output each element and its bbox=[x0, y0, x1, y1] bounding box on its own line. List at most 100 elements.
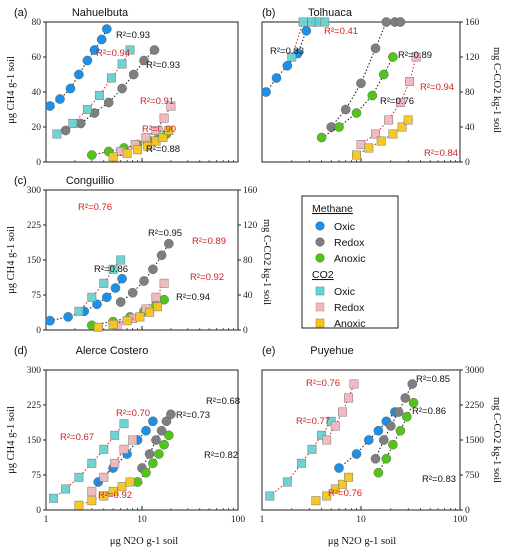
co2-oxic-point bbox=[68, 119, 78, 128]
methane-redox-point bbox=[378, 435, 389, 445]
methane-anoxic-point bbox=[351, 108, 362, 118]
methane-redox-point bbox=[385, 421, 396, 431]
co2-anoxic-point bbox=[364, 143, 374, 153]
y-right-tick-label: 3000 bbox=[465, 366, 484, 376]
panel-e: (e) Puyehue 0 750 1500 2250 3000 1 10 100 R²=0.7… bbox=[260, 345, 485, 525]
y-left-label-mid: μg CH4 g-1 soil bbox=[6, 226, 17, 294]
co2-redox-point bbox=[330, 421, 340, 431]
panel-d: (d) Alerce Costero 0 75 150 225 300 1 10 100 R²=… bbox=[14, 345, 245, 525]
methane-redox-point bbox=[127, 287, 138, 298]
methane-oxic-point bbox=[261, 87, 271, 97]
y-left-label-top: μg CH4 g-1 soil bbox=[6, 56, 17, 124]
r2-label: R²=0.84 bbox=[424, 148, 458, 159]
y-right-tick-label: 160 bbox=[465, 18, 480, 28]
r2-label: R²=0.85 bbox=[416, 374, 450, 385]
y-left-tick-label: 225 bbox=[27, 401, 42, 411]
methane-redox-point bbox=[128, 69, 139, 80]
co2-redox-point bbox=[384, 115, 394, 125]
co2-redox-point bbox=[99, 472, 109, 482]
co2-redox-point bbox=[344, 393, 354, 403]
co2-anoxic-point bbox=[403, 115, 413, 125]
legend-methane-redox-label: Redox bbox=[334, 237, 365, 249]
r2-label: R²=0.92 bbox=[190, 272, 224, 283]
methane-redox-point bbox=[370, 453, 381, 464]
y-left-tick-label: 225 bbox=[27, 221, 42, 231]
legend-methane-redox-marker bbox=[315, 237, 325, 247]
y-right-tick-label: 750 bbox=[465, 471, 480, 481]
co2-anoxic-point bbox=[158, 133, 168, 142]
methane-oxic-point bbox=[92, 299, 102, 310]
methane-redox-point bbox=[75, 118, 86, 129]
y-right-tick-label: 0 bbox=[465, 506, 470, 516]
x-axis-label-right: μg N2O g-1 soil bbox=[328, 536, 396, 547]
methane-redox-point bbox=[148, 264, 158, 275]
co2-anoxic-point bbox=[164, 126, 174, 135]
legend-methane-oxic-label: Oxic bbox=[334, 221, 355, 233]
co2-anoxic-point bbox=[145, 307, 155, 317]
co2-redox-point bbox=[159, 113, 169, 123]
methane-redox-point bbox=[144, 449, 155, 459]
co2-redox-point bbox=[356, 140, 366, 149]
methane-redox-point bbox=[139, 276, 149, 286]
co2-redox-point bbox=[128, 435, 138, 445]
methane-redox-point bbox=[166, 409, 176, 420]
co2-oxic-point bbox=[116, 255, 126, 265]
co2-redox-point bbox=[110, 458, 120, 468]
methane-oxic-point bbox=[55, 94, 65, 104]
co2-anoxic-point bbox=[322, 491, 332, 501]
r2-label: R²=0.83 bbox=[422, 474, 456, 485]
co2-oxic-point bbox=[265, 491, 275, 501]
panel-c-plot: 0 75 150 225 300 0 40 80 120 160 R²=0.76 R²=0.95 R²=… bbox=[27, 186, 258, 336]
panel-a-title: Nahuelbuta bbox=[72, 7, 129, 19]
methane-oxic-point bbox=[96, 34, 107, 45]
co2-redox-point bbox=[87, 486, 97, 496]
r2-label: R²=0.33 bbox=[270, 46, 304, 57]
y-left-tick-label: 300 bbox=[27, 186, 42, 196]
co2-oxic-point bbox=[282, 477, 292, 487]
co2-oxic-point bbox=[82, 105, 92, 114]
y-left-tick-label: 300 bbox=[27, 366, 42, 376]
r2-label: R²=0.92 bbox=[98, 490, 132, 501]
co2-anoxic-point bbox=[133, 145, 143, 155]
methane-oxic-point bbox=[63, 312, 73, 322]
methane-anoxic-point bbox=[378, 69, 389, 80]
co2-anoxic-point bbox=[93, 322, 103, 332]
co2-anoxic-point bbox=[108, 486, 118, 496]
r2-label: R²=0.89 bbox=[192, 236, 226, 247]
methane-oxic-point bbox=[301, 25, 312, 36]
methane-redox-point bbox=[340, 104, 351, 115]
co2-oxic-point bbox=[125, 45, 135, 55]
co2-oxic-point bbox=[94, 91, 104, 100]
r2-label: R²=0.90 bbox=[142, 124, 176, 135]
methane-anoxic-point bbox=[87, 150, 97, 160]
methane-redox-point bbox=[163, 238, 174, 249]
co2-redox-point bbox=[159, 278, 169, 288]
y-left-tick-label: 80 bbox=[32, 18, 42, 28]
panel-b-title: Tolhuaca bbox=[308, 7, 353, 19]
methane-oxic-point bbox=[110, 283, 121, 293]
methane-redox-point bbox=[156, 250, 167, 261]
co2-oxic-point bbox=[119, 419, 129, 429]
y-left-tick-label: 0 bbox=[36, 506, 41, 516]
co2-anoxic-point bbox=[108, 319, 118, 329]
co2-redox-point bbox=[119, 444, 129, 454]
co2-anoxic-point bbox=[330, 484, 340, 494]
panel-e-plot: 0 750 1500 2250 3000 1 10 100 R²=0.76 R²=0.85 R²=0… bbox=[260, 366, 485, 525]
methane-anoxic-point bbox=[154, 449, 164, 459]
methane-oxic-point bbox=[271, 73, 282, 83]
methane-oxic-point bbox=[82, 55, 93, 66]
co2-oxic-point bbox=[49, 493, 59, 503]
y-left-tick-label: 40 bbox=[32, 88, 42, 98]
co2-redox-point bbox=[371, 129, 380, 139]
methane-redox-point bbox=[156, 425, 167, 436]
r2-label: R²=0.89 bbox=[398, 50, 432, 61]
methane-anoxic-point bbox=[381, 453, 392, 464]
y-left-tick-label: 0 bbox=[36, 158, 41, 168]
y-right-tick-label: 0 bbox=[465, 158, 470, 168]
co2-oxic-point bbox=[287, 52, 297, 62]
co2-anoxic-point bbox=[376, 136, 386, 146]
y-left-tick-label: 150 bbox=[27, 436, 42, 446]
co2-oxic-point bbox=[296, 458, 306, 468]
y-right-tick-label: 80 bbox=[243, 256, 253, 266]
methane-anoxic-point bbox=[316, 132, 327, 143]
